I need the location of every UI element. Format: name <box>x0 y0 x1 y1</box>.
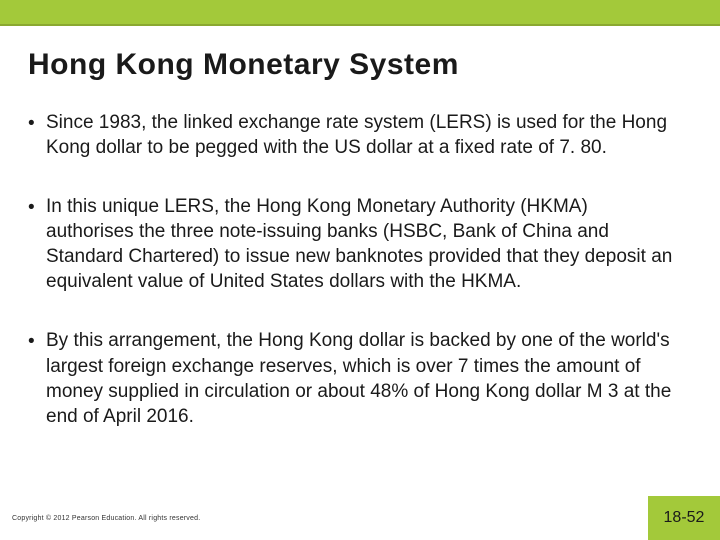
accent-top-bar <box>0 0 720 26</box>
bullet-text: Since 1983, the linked exchange rate sys… <box>46 110 680 160</box>
bullet-item: • Since 1983, the linked exchange rate s… <box>28 110 680 160</box>
slide-number: 18-52 <box>664 509 705 527</box>
slide-number-corner: 18-52 <box>648 496 720 540</box>
bullet-dot-icon: • <box>28 194 46 220</box>
copyright-text: Copyright © 2012 Pearson Education. All … <box>12 515 200 522</box>
bullet-text: In this unique LERS, the Hong Kong Monet… <box>46 194 680 294</box>
slide-body: • Since 1983, the linked exchange rate s… <box>28 110 680 463</box>
bullet-dot-icon: • <box>28 328 46 354</box>
bullet-item: • By this arrangement, the Hong Kong dol… <box>28 328 680 428</box>
slide-title: Hong Kong Monetary System <box>28 48 459 82</box>
bullet-text: By this arrangement, the Hong Kong dolla… <box>46 328 680 428</box>
bullet-item: • In this unique LERS, the Hong Kong Mon… <box>28 194 680 294</box>
bullet-dot-icon: • <box>28 110 46 136</box>
slide: Hong Kong Monetary System • Since 1983, … <box>0 0 720 540</box>
